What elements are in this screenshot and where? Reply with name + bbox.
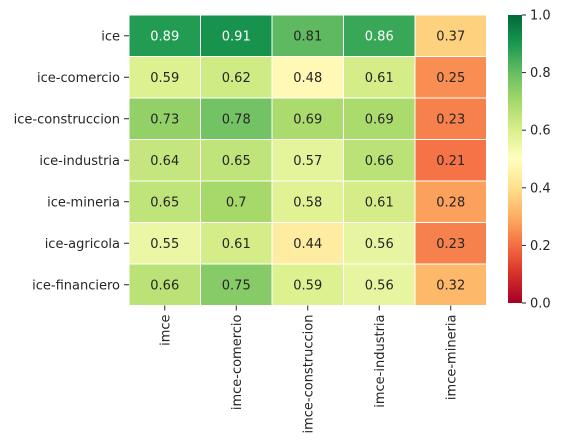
cell-value-label: 0.56 bbox=[365, 237, 394, 252]
colorbar: 0.0 0.2 0.4 0.6 0.8 1.0 bbox=[508, 9, 551, 312]
cell-value-label: 0.69 bbox=[365, 112, 394, 127]
heatmap-cell bbox=[128, 263, 201, 306]
y-tick-label: ice-comercio bbox=[37, 71, 120, 86]
heatmap-cell bbox=[271, 14, 344, 57]
cell-value-label: 0.61 bbox=[365, 71, 394, 86]
heatmap-cell bbox=[414, 222, 487, 265]
x-tick-label: imce-mineria bbox=[444, 315, 459, 401]
heatmap-cell bbox=[271, 180, 344, 223]
colorbar-tick-label: 1.0 bbox=[530, 9, 551, 24]
colorbar-tick-label: 0.2 bbox=[530, 239, 551, 254]
y-tick-label: ice-industria bbox=[39, 154, 120, 169]
x-tick-label: imce-construccion bbox=[301, 315, 316, 434]
cell-value-label: 0.66 bbox=[365, 154, 394, 169]
cell-value-label: 0.28 bbox=[436, 195, 465, 210]
heatmap-cell bbox=[414, 180, 487, 223]
heatmap-cell bbox=[128, 180, 201, 223]
cell-value-label: 0.69 bbox=[293, 112, 322, 127]
cell-value-label: 0.57 bbox=[293, 154, 322, 169]
cell-value-label: 0.65 bbox=[222, 154, 251, 169]
heatmap-cell bbox=[200, 139, 273, 182]
cell-value-label: 0.21 bbox=[436, 154, 465, 169]
cell-value-label: 0.66 bbox=[150, 278, 179, 293]
colorbar-tick-label: 0.6 bbox=[530, 124, 551, 139]
heatmap-cell bbox=[271, 222, 344, 265]
cell-value-label: 0.23 bbox=[436, 112, 465, 127]
heatmap-cell bbox=[200, 14, 273, 57]
heatmap-cell bbox=[414, 139, 487, 182]
colorbar-tick-label: 0.8 bbox=[530, 66, 551, 81]
heatmap-cell bbox=[200, 97, 273, 140]
y-tick-label: ice bbox=[101, 29, 120, 44]
x-tick-label: imce bbox=[158, 314, 173, 345]
heatmap-cell bbox=[271, 139, 344, 182]
cell-value-label: 0.48 bbox=[293, 71, 322, 86]
heatmap-cell bbox=[271, 56, 344, 99]
cell-value-label: 0.81 bbox=[293, 29, 322, 44]
cell-value-label: 0.37 bbox=[436, 29, 465, 44]
column-labels: imce imce-comercio imce-construccion imce-i… bbox=[158, 305, 459, 434]
cell-value-label: 0.59 bbox=[293, 278, 322, 293]
y-tick-label: ice-construccion bbox=[14, 112, 120, 127]
cell-value-label: 0.64 bbox=[150, 154, 179, 169]
cell-value-label: 0.91 bbox=[222, 29, 251, 44]
cell-value-label: 0.75 bbox=[222, 278, 251, 293]
colorbar-gradient bbox=[508, 15, 522, 303]
cell-value-label: 0.89 bbox=[150, 29, 179, 44]
cell-value-label: 0.58 bbox=[293, 195, 322, 210]
cell-value-label: 0.73 bbox=[150, 112, 179, 127]
heatmap-cells: 0.89 0.91 0.81 0.86 0.37 0.59 0.62 0.48 0.61 0.25… bbox=[128, 14, 487, 306]
y-tick-label: ice-financiero bbox=[32, 278, 120, 293]
cell-value-label: 0.65 bbox=[150, 195, 179, 210]
y-tick-label: ice-mineria bbox=[47, 195, 120, 210]
x-tick-label: imce-comercio bbox=[230, 314, 245, 410]
cell-value-label: 0.7 bbox=[226, 195, 247, 210]
cell-value-label: 0.62 bbox=[222, 71, 251, 86]
y-tick-label: ice-agricola bbox=[45, 237, 120, 252]
cell-value-label: 0.59 bbox=[150, 71, 179, 86]
cell-value-label: 0.55 bbox=[150, 237, 179, 252]
row-labels: ice ice-comercio ice-construccion ice-indus… bbox=[14, 29, 129, 293]
cell-value-label: 0.23 bbox=[436, 237, 465, 252]
cell-value-label: 0.25 bbox=[436, 71, 465, 86]
cell-value-label: 0.61 bbox=[222, 237, 251, 252]
cell-value-label: 0.56 bbox=[365, 278, 394, 293]
cell-value-label: 0.78 bbox=[222, 112, 251, 127]
x-tick-label: imce-industria bbox=[373, 315, 388, 408]
cell-value-label: 0.61 bbox=[365, 195, 394, 210]
colorbar-tick-label: 0.4 bbox=[530, 181, 551, 196]
cell-value-label: 0.32 bbox=[436, 278, 465, 293]
heatmap-cell bbox=[343, 97, 416, 140]
colorbar-tick-label: 0.0 bbox=[530, 297, 551, 312]
heatmap-cell bbox=[200, 222, 273, 265]
heatmap-cell bbox=[343, 139, 416, 182]
cell-value-label: 0.86 bbox=[365, 29, 394, 44]
heatmap-cell bbox=[343, 222, 416, 265]
heatmap-cell bbox=[200, 180, 273, 223]
cell-value-label: 0.44 bbox=[293, 237, 322, 252]
heatmap-cell bbox=[414, 56, 487, 99]
heatmap-cell bbox=[128, 14, 201, 57]
